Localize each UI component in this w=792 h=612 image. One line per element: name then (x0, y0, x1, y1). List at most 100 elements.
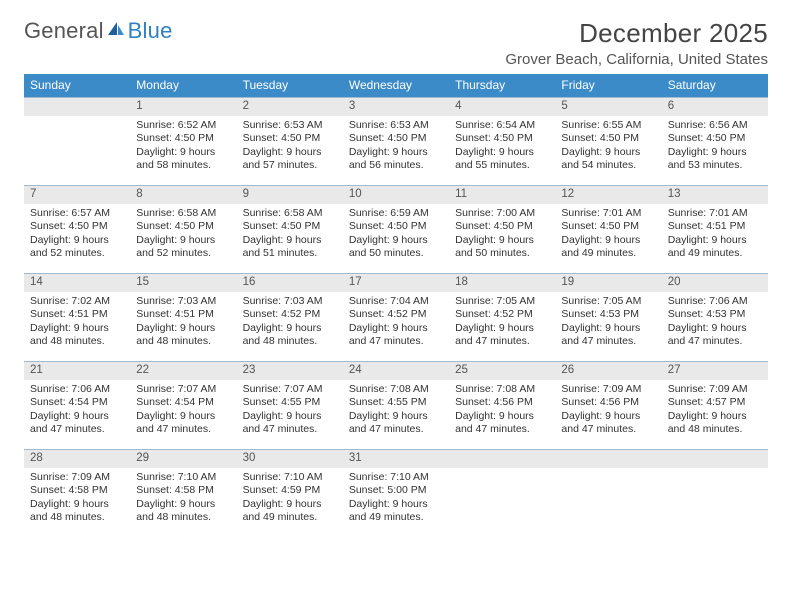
brand-word-1: General (24, 18, 104, 44)
sunset-text: Sunset: 4:50 PM (30, 220, 124, 234)
day-number-cell: 22 (130, 362, 236, 380)
location-subtitle: Grover Beach, California, United States (24, 51, 768, 68)
day-content-cell: Sunrise: 7:01 AMSunset: 4:51 PMDaylight:… (662, 204, 768, 274)
day-content-cell: Sunrise: 7:07 AMSunset: 4:55 PMDaylight:… (237, 380, 343, 450)
sunset-text: Sunset: 4:50 PM (561, 132, 655, 146)
daylight-text-2: and 47 minutes. (30, 423, 124, 437)
day-number-row: 78910111213 (24, 186, 768, 204)
day-number-cell: 21 (24, 362, 130, 380)
daylight-text-2: and 47 minutes. (561, 423, 655, 437)
daylight-text-1: Daylight: 9 hours (30, 410, 124, 424)
day-content-cell: Sunrise: 6:56 AMSunset: 4:50 PMDaylight:… (662, 116, 768, 186)
sunset-text: Sunset: 4:52 PM (349, 308, 443, 322)
daylight-text-1: Daylight: 9 hours (668, 322, 762, 336)
day-number-cell: 30 (237, 450, 343, 468)
day-number-cell: 10 (343, 186, 449, 204)
daylight-text-1: Daylight: 9 hours (136, 234, 230, 248)
day-number-cell: 16 (237, 274, 343, 292)
day-header: Sunday (24, 74, 130, 98)
daylight-text-1: Daylight: 9 hours (561, 322, 655, 336)
day-content-cell: Sunrise: 7:09 AMSunset: 4:57 PMDaylight:… (662, 380, 768, 450)
sunrise-text: Sunrise: 6:56 AM (668, 119, 762, 133)
sunrise-text: Sunrise: 7:10 AM (136, 471, 230, 485)
daylight-text-2: and 57 minutes. (243, 159, 337, 173)
sunrise-text: Sunrise: 7:06 AM (30, 383, 124, 397)
day-number-row: 21222324252627 (24, 362, 768, 380)
day-header: Wednesday (343, 74, 449, 98)
daylight-text-2: and 47 minutes. (668, 335, 762, 349)
day-content-row: Sunrise: 6:52 AMSunset: 4:50 PMDaylight:… (24, 116, 768, 186)
day-header: Tuesday (237, 74, 343, 98)
sunrise-text: Sunrise: 7:03 AM (243, 295, 337, 309)
day-number-cell: 7 (24, 186, 130, 204)
daylight-text-2: and 55 minutes. (455, 159, 549, 173)
daylight-text-1: Daylight: 9 hours (455, 146, 549, 160)
daylight-text-1: Daylight: 9 hours (136, 322, 230, 336)
day-content-cell: Sunrise: 7:05 AMSunset: 4:52 PMDaylight:… (449, 292, 555, 362)
sunset-text: Sunset: 4:51 PM (136, 308, 230, 322)
sunset-text: Sunset: 4:53 PM (561, 308, 655, 322)
daylight-text-2: and 48 minutes. (136, 511, 230, 525)
day-number-cell: 31 (343, 450, 449, 468)
day-number-cell: 14 (24, 274, 130, 292)
daylight-text-1: Daylight: 9 hours (349, 498, 443, 512)
sunrise-text: Sunrise: 7:01 AM (668, 207, 762, 221)
day-content-cell: Sunrise: 7:05 AMSunset: 4:53 PMDaylight:… (555, 292, 661, 362)
day-content-cell: Sunrise: 6:53 AMSunset: 4:50 PMDaylight:… (237, 116, 343, 186)
day-content-cell: Sunrise: 6:57 AMSunset: 4:50 PMDaylight:… (24, 204, 130, 274)
day-content-cell: Sunrise: 7:10 AMSunset: 4:58 PMDaylight:… (130, 468, 236, 538)
daylight-text-2: and 50 minutes. (349, 247, 443, 261)
daylight-text-2: and 47 minutes. (349, 335, 443, 349)
daylight-text-1: Daylight: 9 hours (668, 146, 762, 160)
daylight-text-1: Daylight: 9 hours (668, 234, 762, 248)
daylight-text-1: Daylight: 9 hours (349, 146, 443, 160)
daylight-text-1: Daylight: 9 hours (561, 234, 655, 248)
sunrise-text: Sunrise: 7:10 AM (243, 471, 337, 485)
day-number-cell: 18 (449, 274, 555, 292)
day-content-cell: Sunrise: 7:06 AMSunset: 4:54 PMDaylight:… (24, 380, 130, 450)
day-content-cell: Sunrise: 7:09 AMSunset: 4:58 PMDaylight:… (24, 468, 130, 538)
day-number-cell: 13 (662, 186, 768, 204)
sunset-text: Sunset: 4:55 PM (243, 396, 337, 410)
daylight-text-1: Daylight: 9 hours (136, 410, 230, 424)
day-number-cell (449, 450, 555, 468)
daylight-text-2: and 52 minutes. (136, 247, 230, 261)
daylight-text-1: Daylight: 9 hours (349, 322, 443, 336)
day-content-cell: Sunrise: 7:01 AMSunset: 4:50 PMDaylight:… (555, 204, 661, 274)
daylight-text-1: Daylight: 9 hours (136, 498, 230, 512)
day-number-row: 123456 (24, 98, 768, 116)
daylight-text-2: and 47 minutes. (349, 423, 443, 437)
day-number-cell: 28 (24, 450, 130, 468)
brand-logo: General Blue (24, 18, 173, 44)
sunrise-text: Sunrise: 7:09 AM (668, 383, 762, 397)
daylight-text-1: Daylight: 9 hours (243, 322, 337, 336)
sunset-text: Sunset: 4:50 PM (136, 132, 230, 146)
daylight-text-2: and 48 minutes. (243, 335, 337, 349)
daylight-text-2: and 48 minutes. (30, 511, 124, 525)
daylight-text-1: Daylight: 9 hours (136, 146, 230, 160)
sunset-text: Sunset: 4:50 PM (243, 220, 337, 234)
sunset-text: Sunset: 4:50 PM (668, 132, 762, 146)
day-number-cell: 15 (130, 274, 236, 292)
day-content-cell (24, 116, 130, 186)
day-header: Thursday (449, 74, 555, 98)
daylight-text-1: Daylight: 9 hours (349, 410, 443, 424)
sunset-text: Sunset: 4:59 PM (243, 484, 337, 498)
sunrise-text: Sunrise: 7:06 AM (668, 295, 762, 309)
daylight-text-1: Daylight: 9 hours (243, 410, 337, 424)
day-number-cell: 27 (662, 362, 768, 380)
daylight-text-2: and 49 minutes. (668, 247, 762, 261)
daylight-text-2: and 54 minutes. (561, 159, 655, 173)
daylight-text-1: Daylight: 9 hours (668, 410, 762, 424)
sunset-text: Sunset: 4:50 PM (455, 220, 549, 234)
sunrise-text: Sunrise: 6:53 AM (349, 119, 443, 133)
day-content-cell: Sunrise: 7:06 AMSunset: 4:53 PMDaylight:… (662, 292, 768, 362)
brand-word-2: Blue (128, 18, 173, 44)
daylight-text-2: and 48 minutes. (668, 423, 762, 437)
daylight-text-2: and 56 minutes. (349, 159, 443, 173)
sail-icon (106, 18, 126, 44)
daylight-text-2: and 52 minutes. (30, 247, 124, 261)
day-content-row: Sunrise: 7:02 AMSunset: 4:51 PMDaylight:… (24, 292, 768, 362)
day-content-cell: Sunrise: 6:53 AMSunset: 4:50 PMDaylight:… (343, 116, 449, 186)
calendar-body: 123456Sunrise: 6:52 AMSunset: 4:50 PMDay… (24, 98, 768, 538)
